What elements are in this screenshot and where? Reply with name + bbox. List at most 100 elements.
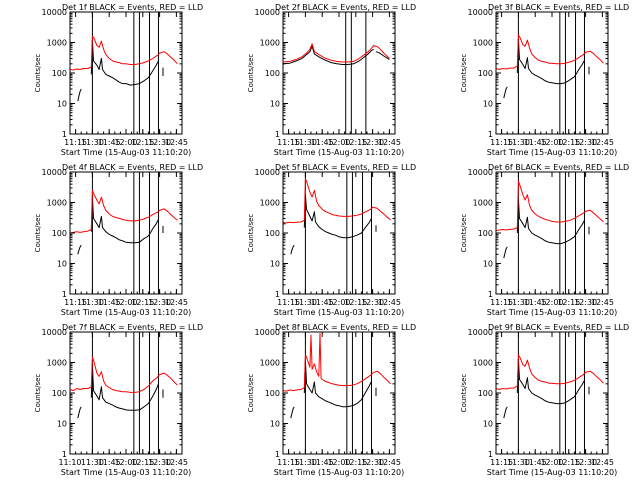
x-axis-label: Start Time (15-Aug-03 11:10:20) xyxy=(487,308,618,317)
x-tick-label: 11:15 xyxy=(277,298,300,307)
series-events-line xyxy=(77,363,164,419)
x-tick-label: 11:45 xyxy=(524,298,547,307)
y-axis-label: Counts/sec xyxy=(460,214,468,253)
x-tick-label: 11:45 xyxy=(98,298,121,307)
series-lld-line xyxy=(282,178,391,224)
y-tick-label: 1000 xyxy=(473,199,493,208)
x-tick-label: 11:30 xyxy=(294,298,317,307)
y-tick-label: 1 xyxy=(275,130,280,139)
y-tick-label: 10000 xyxy=(255,328,280,337)
x-tick-label: 12:30 xyxy=(574,298,597,307)
y-tick-label: 100 xyxy=(52,229,67,238)
y-tick-label: 100 xyxy=(265,69,280,78)
y-tick-label: 100 xyxy=(265,229,280,238)
y-tick-label: 1000 xyxy=(260,359,280,368)
panel-title: Det 2f BLACK = Events, RED = LLD xyxy=(275,3,416,12)
x-axis-label: Start Time (15-Aug-03 11:10:20) xyxy=(274,148,405,157)
y-tick-label: 100 xyxy=(478,69,493,78)
x-axis-label: Start Time (15-Aug-03 11:10:20) xyxy=(61,148,192,157)
series-events-line xyxy=(290,194,377,255)
panel-2: Det 2f BLACK = Events, RED = LLD 1 10 100 10… xyxy=(247,3,416,157)
x-axis-label: Start Time (15-Aug-03 11:10:20) xyxy=(274,308,405,317)
y-axis-label: Counts/sec xyxy=(460,374,468,413)
y-tick-label: 1 xyxy=(275,450,280,459)
y-tick-label: 100 xyxy=(52,389,67,398)
y-tick-label: 10000 xyxy=(42,168,67,177)
plot-frame xyxy=(495,171,609,295)
series-lld-line xyxy=(69,189,178,234)
x-tick-label: 11:45 xyxy=(311,458,334,467)
y-tick-label: 10000 xyxy=(42,8,67,17)
x-tick-label: 12:30 xyxy=(148,458,171,467)
x-tick-label: 11:30 xyxy=(294,458,317,467)
y-axis-label: Counts/sec xyxy=(34,374,42,413)
x-tick-label: 11:30 xyxy=(81,138,104,147)
x-tick-label: 12:30 xyxy=(361,298,384,307)
x-tick-label: 11:45 xyxy=(98,458,121,467)
x-tick-label: 11:15 xyxy=(64,138,87,147)
x-tick-label: 12:00 xyxy=(114,298,137,307)
y-axis-label: Counts/sec xyxy=(247,214,255,253)
y-tick-label: 100 xyxy=(478,229,493,238)
series-events-line xyxy=(77,39,164,102)
y-axis-label: Counts/sec xyxy=(247,54,255,93)
series-events-line xyxy=(282,45,390,65)
x-tick-label: 11:45 xyxy=(311,298,334,307)
x-tick-label: 11:30 xyxy=(81,298,104,307)
x-tick-label: 11:10 xyxy=(58,458,81,467)
panel-1: Det 1f BLACK = Events, RED = LLD 1 10 100 10… xyxy=(34,3,203,157)
series-events-line xyxy=(77,196,164,255)
y-tick-label: 1000 xyxy=(260,199,280,208)
x-tick-label: 12:45 xyxy=(591,298,614,307)
x-tick-label: 12:45 xyxy=(378,298,401,307)
y-axis-label: Counts/sec xyxy=(460,54,468,93)
x-tick-label: 11:45 xyxy=(524,138,547,147)
panel-title: Det 7f BLACK = Events, RED = LLD xyxy=(62,323,203,332)
x-tick-label: 11:30 xyxy=(507,298,530,307)
y-tick-label: 10 xyxy=(483,260,493,269)
panel-title: Det 4f BLACK = Events, RED = LLD xyxy=(62,163,203,172)
x-tick-label: 12:30 xyxy=(361,138,384,147)
plot-frame xyxy=(69,331,183,455)
y-tick-label: 10 xyxy=(57,100,67,109)
x-tick-label: 11:15 xyxy=(490,298,513,307)
x-tick-label: 11:15 xyxy=(490,458,513,467)
panel-title: Det 6f BLACK = Events, RED = LLD xyxy=(488,163,629,172)
y-tick-label: 10000 xyxy=(468,8,493,17)
y-tick-label: 10000 xyxy=(255,8,280,17)
panel-title: Det 1f BLACK = Events, RED = LLD xyxy=(62,3,203,12)
x-tick-label: 12:45 xyxy=(378,458,401,467)
series-lld-line xyxy=(495,180,604,232)
x-tick-label: 11:30 xyxy=(507,458,530,467)
x-tick-label: 12:30 xyxy=(148,138,171,147)
series-events-line xyxy=(503,38,590,99)
y-tick-label: 100 xyxy=(52,69,67,78)
y-tick-label: 1000 xyxy=(47,359,67,368)
y-tick-label: 1 xyxy=(62,290,67,299)
y-tick-label: 10 xyxy=(483,420,493,429)
x-axis-label: Start Time (15-Aug-03 11:10:20) xyxy=(61,468,192,477)
y-tick-label: 10 xyxy=(270,260,280,269)
y-tick-label: 10 xyxy=(483,100,493,109)
panel-7: Det 7f BLACK = Events, RED = LLD 1 10 100 10… xyxy=(34,323,203,477)
x-tick-label: 12:45 xyxy=(165,458,188,467)
y-tick-label: 1000 xyxy=(47,39,67,48)
series-lld-line xyxy=(495,355,604,390)
y-tick-label: 10 xyxy=(57,260,67,269)
y-tick-label: 1000 xyxy=(47,199,67,208)
y-tick-label: 1 xyxy=(275,290,280,299)
x-tick-label: 12:30 xyxy=(574,458,597,467)
x-tick-label: 12:15 xyxy=(557,298,580,307)
y-tick-label: 100 xyxy=(265,389,280,398)
x-tick-label: 12:15 xyxy=(344,458,367,467)
x-tick-label: 12:45 xyxy=(378,138,401,147)
x-tick-label: 11:15 xyxy=(64,298,87,307)
y-tick-label: 1 xyxy=(488,450,493,459)
series-events-line xyxy=(503,358,590,419)
x-tick-label: 12:45 xyxy=(165,138,188,147)
series-lld-line xyxy=(69,35,178,71)
plot-frame xyxy=(282,171,396,295)
x-tick-label: 12:00 xyxy=(327,138,350,147)
x-tick-label: 12:30 xyxy=(148,298,171,307)
